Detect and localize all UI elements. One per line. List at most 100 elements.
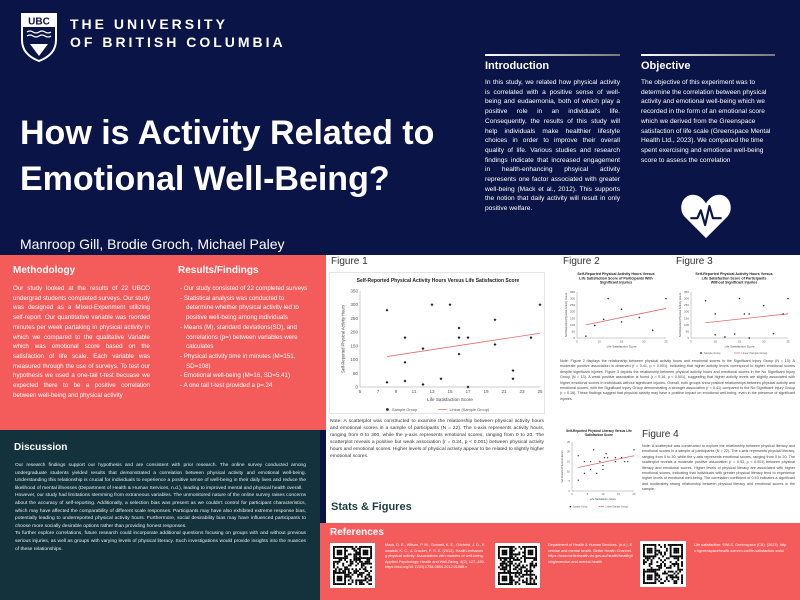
qr-module xyxy=(533,573,536,576)
y-axis-label: Self-Reported Physical Activity Hours xyxy=(564,292,568,337)
qr-module xyxy=(498,566,500,569)
qr-module xyxy=(344,570,346,572)
data-point xyxy=(592,449,595,451)
qr-module xyxy=(511,581,513,584)
qr-module xyxy=(518,568,521,571)
data-point xyxy=(626,460,629,463)
qr-module xyxy=(646,551,649,554)
qr-module xyxy=(368,579,371,582)
logo-text: UBC xyxy=(28,17,50,28)
qr-module xyxy=(347,568,350,571)
qr-module xyxy=(505,562,508,565)
qr-module xyxy=(669,570,672,573)
x-tick-label: 15 xyxy=(447,389,453,394)
qr-module xyxy=(509,560,511,563)
qr-module xyxy=(344,583,346,585)
y-tick-label: 150 xyxy=(684,316,689,320)
qr-module xyxy=(364,577,367,580)
qr-module xyxy=(681,576,683,579)
qr-module xyxy=(533,566,536,569)
qr-module xyxy=(355,551,358,554)
qr-module xyxy=(525,583,528,585)
figure-4-chart: Self-Reported Physical Literacy Versus L… xyxy=(561,429,636,509)
chart-title: Self-Reported Physical Activity Hours Ve… xyxy=(577,272,654,276)
reference-item: Department of Health & Human Services. (… xyxy=(548,543,633,564)
y-tick-label: 250 xyxy=(684,303,689,307)
qr-module xyxy=(338,568,341,571)
chart-title: Self-Reported Physical Activity Hours Ve… xyxy=(695,272,772,276)
qr-module xyxy=(677,544,680,546)
qr-module xyxy=(656,549,659,552)
qr-module xyxy=(503,572,506,574)
figure-2-label: Figure 2 xyxy=(563,256,600,267)
qr-module xyxy=(333,566,335,569)
qr-module xyxy=(344,553,346,556)
data-point xyxy=(403,379,407,383)
data-point xyxy=(589,468,592,471)
qr-module xyxy=(660,559,663,562)
qr-module xyxy=(681,580,683,583)
qr-module xyxy=(525,564,528,567)
qr-module xyxy=(524,557,526,559)
qr-module xyxy=(658,574,661,577)
qr-module xyxy=(505,566,508,569)
qr-module xyxy=(338,546,341,548)
qr-module xyxy=(529,562,532,565)
x-tick-label: 15 xyxy=(617,492,620,496)
data-point xyxy=(748,312,751,315)
qr-module xyxy=(522,581,524,584)
x-tick-label: 9 xyxy=(395,389,398,394)
qr-module xyxy=(654,574,657,577)
qr-module xyxy=(347,583,350,585)
data-point xyxy=(595,472,598,475)
qr-module xyxy=(535,547,537,550)
qr-module xyxy=(355,564,358,567)
qr-module xyxy=(514,559,517,561)
qr-module xyxy=(650,561,653,564)
qr-code-icon[interactable] xyxy=(640,541,686,587)
qr-module xyxy=(656,578,659,581)
qr-module xyxy=(650,547,653,550)
qr-module xyxy=(669,576,672,579)
qr-module xyxy=(368,573,371,576)
qr-code-icon[interactable] xyxy=(495,543,540,588)
qr-module xyxy=(673,580,676,583)
qr-module xyxy=(368,559,371,561)
qr-module xyxy=(646,559,649,562)
qr-module xyxy=(505,557,508,559)
qr-module xyxy=(663,545,666,548)
qr-module xyxy=(518,583,521,585)
data-point xyxy=(602,464,604,467)
qr-module xyxy=(522,564,524,567)
qr-module xyxy=(333,551,335,554)
qr-module xyxy=(514,547,517,550)
y-tick-label: 0 xyxy=(355,385,358,390)
qr-module xyxy=(362,553,365,556)
qr-module xyxy=(342,564,345,567)
qr-module xyxy=(533,579,536,582)
qr-module xyxy=(351,573,354,576)
qr-module xyxy=(334,568,337,571)
data-point xyxy=(529,336,533,340)
qr-module xyxy=(347,572,350,574)
qr-module xyxy=(520,557,523,559)
qr-code-icon[interactable] xyxy=(330,543,375,588)
qr-module xyxy=(338,560,341,563)
qr-module xyxy=(677,566,680,569)
qr-module xyxy=(646,578,649,581)
legend-label: Linear (Sample Group) xyxy=(742,351,768,355)
qr-module xyxy=(660,578,663,581)
qr-module xyxy=(524,546,526,548)
qr-module xyxy=(648,551,651,554)
qr-module xyxy=(681,564,683,567)
qr-module xyxy=(499,564,502,567)
qr-module xyxy=(650,578,653,581)
y-tick-label: 350 xyxy=(570,290,575,294)
qr-module xyxy=(505,546,508,548)
qr-module xyxy=(503,562,506,565)
qr-module xyxy=(675,582,678,584)
qr-module xyxy=(503,549,506,552)
qr-module xyxy=(529,583,532,585)
qr-module xyxy=(512,564,515,567)
qr-module xyxy=(336,549,339,552)
